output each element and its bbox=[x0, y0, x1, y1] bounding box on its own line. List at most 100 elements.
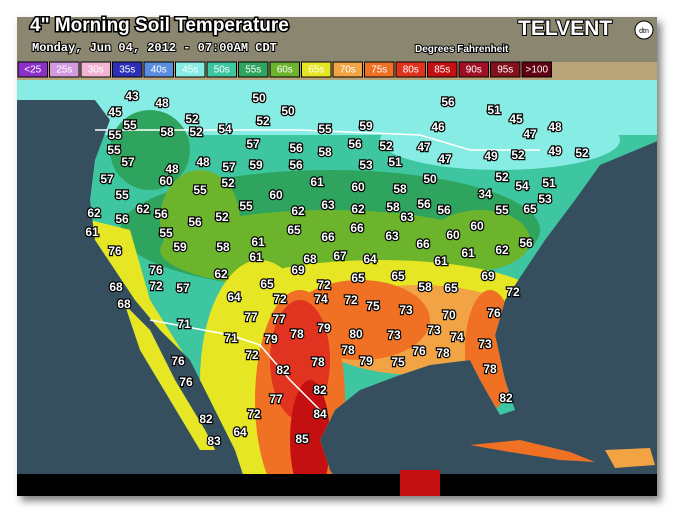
brand-badge: dtn bbox=[639, 28, 649, 35]
temperature-label: 54 bbox=[515, 179, 529, 193]
temperature-label: 62 bbox=[495, 243, 509, 257]
temperature-label: 68 bbox=[117, 297, 131, 311]
temperature-label: 76 bbox=[108, 244, 122, 258]
temperature-label: 62 bbox=[136, 202, 150, 216]
temperature-label: 56 bbox=[417, 197, 431, 211]
temperature-label: 62 bbox=[351, 202, 365, 216]
legend-label: 50s bbox=[214, 65, 230, 76]
temperature-label: 50 bbox=[281, 104, 295, 118]
temperature-label: 55 bbox=[123, 118, 137, 132]
temperature-label: 65 bbox=[444, 281, 458, 295]
caribbean-land bbox=[470, 440, 595, 462]
temperature-label: 75 bbox=[366, 299, 380, 313]
legend-swatch bbox=[458, 61, 489, 78]
temperature-label: 61 bbox=[461, 246, 475, 260]
temperature-label: 72 bbox=[149, 279, 163, 293]
legend-swatch bbox=[269, 61, 300, 78]
brand: TELVENT bbox=[518, 17, 612, 40]
legend-swatch bbox=[332, 61, 363, 78]
temperature-label: 52 bbox=[221, 176, 235, 190]
temperature-label: 49 bbox=[548, 144, 562, 158]
temperature-label: 61 bbox=[85, 225, 99, 239]
temperature-label: 83 bbox=[207, 434, 221, 448]
temperature-label: 64 bbox=[227, 290, 241, 304]
temperature-label: 55 bbox=[193, 183, 207, 197]
temperature-label: 59 bbox=[173, 240, 187, 254]
temperature-label: 61 bbox=[251, 235, 265, 249]
temperature-label: 57 bbox=[176, 281, 190, 295]
legend-label: 25s bbox=[56, 65, 72, 76]
units: Degrees Fahrenheit bbox=[415, 44, 509, 55]
temperature-label: 72 bbox=[247, 407, 261, 421]
temperature-label: 47 bbox=[523, 127, 537, 141]
temperature-label: 76 bbox=[171, 354, 185, 368]
temperature-label: 52 bbox=[256, 114, 270, 128]
title: 4" Morning Soil Temperature bbox=[30, 15, 289, 36]
temperature-label: 47 bbox=[417, 140, 431, 154]
temperature-label: 57 bbox=[222, 160, 236, 174]
temperature-label: 75 bbox=[391, 355, 405, 369]
legend-label: 60s bbox=[277, 65, 293, 76]
temperature-label: 58 bbox=[418, 280, 432, 294]
temperature-label: 79 bbox=[359, 354, 373, 368]
temperature-label: 52 bbox=[185, 112, 199, 126]
temperature-label: 61 bbox=[249, 250, 263, 264]
temperature-label: 52 bbox=[379, 139, 393, 153]
temperature-label: 60 bbox=[446, 228, 460, 242]
temperature-label: 72 bbox=[245, 348, 259, 362]
legend-label: 65s bbox=[308, 65, 324, 76]
temperature-label: 61 bbox=[434, 254, 448, 268]
temperature-label: 78 bbox=[483, 362, 497, 376]
temperature-label: 77 bbox=[269, 392, 283, 406]
legend-swatch bbox=[521, 61, 552, 78]
temperature-label: 69 bbox=[481, 269, 495, 283]
legend-label: 40s bbox=[151, 65, 167, 76]
temperature-label: 82 bbox=[276, 363, 290, 377]
temperature-label: 84 bbox=[313, 407, 327, 421]
temperature-label: 55 bbox=[108, 128, 122, 142]
temperature-label: 56 bbox=[441, 95, 455, 109]
temperature-label: 62 bbox=[214, 267, 228, 281]
temperature-label: 76 bbox=[179, 375, 193, 389]
temperature-label: 58 bbox=[393, 182, 407, 196]
temperature-label: 59 bbox=[249, 158, 263, 172]
legend-label: 30s bbox=[88, 65, 104, 76]
temperature-label: 48 bbox=[548, 120, 562, 134]
temperature-label: 82 bbox=[499, 391, 513, 405]
legend-swatch bbox=[395, 61, 426, 78]
temperature-label: 72 bbox=[273, 292, 287, 306]
temperature-label: 72 bbox=[317, 278, 331, 292]
temperature-label: 51 bbox=[388, 155, 402, 169]
temperature-label: 70 bbox=[442, 308, 456, 322]
temperature-label: 51 bbox=[542, 176, 556, 190]
temperature-label: 56 bbox=[519, 236, 533, 250]
temperature-label: 56 bbox=[188, 215, 202, 229]
temperature-label: 76 bbox=[412, 344, 426, 358]
temperature-label: 78 bbox=[311, 355, 325, 369]
temperature-label: 46 bbox=[431, 120, 445, 134]
temperature-label: 62 bbox=[291, 204, 305, 218]
temperature-label: 61 bbox=[310, 175, 324, 189]
temperature-label: 65 bbox=[351, 271, 365, 285]
temperature-label: 56 bbox=[289, 158, 303, 172]
temperature-label: 66 bbox=[350, 221, 364, 235]
temperature-label: 73 bbox=[427, 323, 441, 337]
temperature-label: 71 bbox=[224, 331, 238, 345]
legend-swatch bbox=[427, 61, 458, 78]
temperature-label: 59 bbox=[359, 119, 373, 133]
temperature-label: 55 bbox=[495, 203, 509, 217]
bottom-band bbox=[17, 474, 657, 496]
legend-label: 80s bbox=[403, 65, 419, 76]
temperature-label: 73 bbox=[478, 337, 492, 351]
temperature-label: 76 bbox=[149, 263, 163, 277]
legend-label: 95s bbox=[497, 65, 513, 76]
temperature-label: 57 bbox=[121, 155, 135, 169]
temperature-label: 60 bbox=[351, 180, 365, 194]
border-line bbox=[149, 319, 321, 411]
brand-badge-bg bbox=[634, 20, 654, 40]
temperature-label: 60 bbox=[269, 188, 283, 202]
temperature-label: 47 bbox=[438, 152, 452, 166]
legend-swatch bbox=[175, 61, 206, 78]
temperature-label: 66 bbox=[416, 237, 430, 251]
temperature-label: 48 bbox=[155, 96, 169, 110]
